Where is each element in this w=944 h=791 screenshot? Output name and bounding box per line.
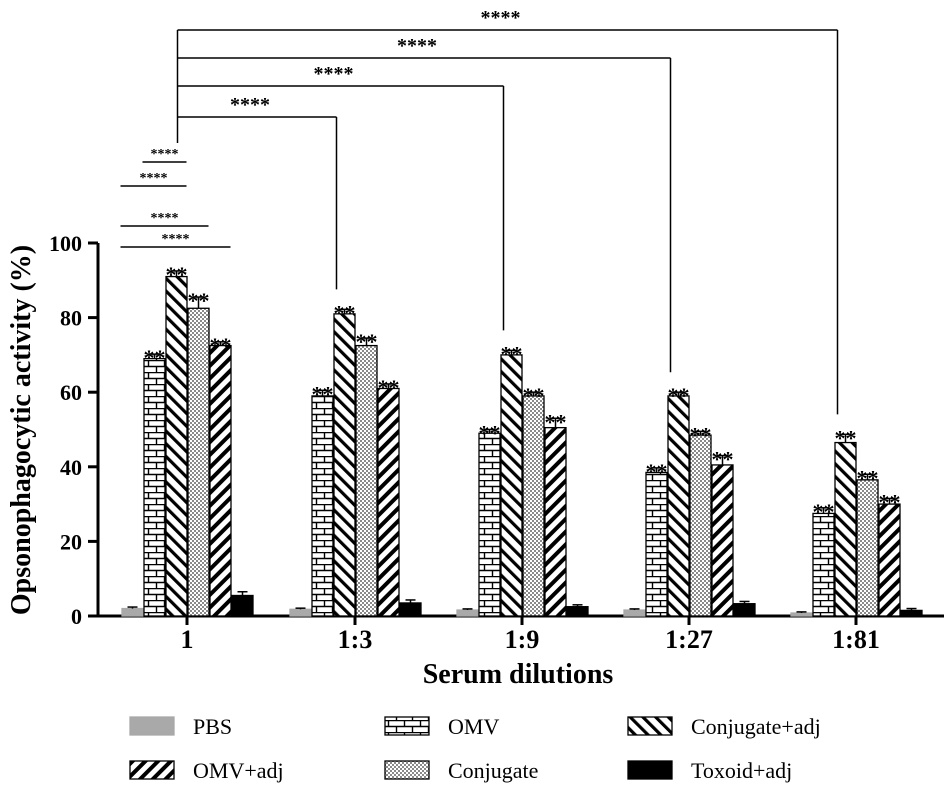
error-bars — [127, 270, 917, 614]
x-tick-label: 1:81 — [832, 625, 880, 654]
x-tick-label: 1 — [181, 625, 194, 654]
y-tick-label: 60 — [60, 380, 82, 405]
legend-label: OMV — [448, 714, 499, 739]
bar — [834, 441, 857, 617]
x-axis-title: Serum dilutions — [423, 659, 614, 690]
bar — [667, 395, 690, 617]
bar — [355, 344, 378, 617]
legend-label: Conjugate+adj — [691, 714, 821, 739]
legend-swatch — [384, 760, 430, 780]
bracket-label: **** — [314, 63, 354, 85]
legend-label: Toxoid+adj — [691, 758, 792, 783]
significance-marker: ** — [523, 383, 545, 408]
significance-marker: ** — [166, 262, 188, 287]
legend: PBS OMV Conjugate+adj OMV+adj Conjugate Toxoi… — [129, 714, 821, 783]
bar — [500, 354, 523, 617]
bar — [478, 432, 501, 617]
y-axis-title: Opsonophagocytic activity (%) — [6, 245, 37, 615]
bar — [165, 275, 188, 617]
significance-marker: ** — [857, 465, 879, 490]
y-tick-label: 20 — [60, 529, 82, 554]
bar — [900, 609, 923, 617]
significance-marker: ** — [545, 409, 567, 434]
bar — [645, 471, 668, 617]
bar — [456, 609, 479, 617]
bar — [121, 607, 144, 617]
significance-marker: ** — [144, 345, 166, 370]
significance-marker: ** — [188, 288, 210, 313]
bar — [566, 606, 589, 617]
bracket-label: **** — [397, 35, 437, 57]
bar — [209, 344, 232, 617]
bar — [711, 464, 734, 617]
bar — [856, 479, 879, 617]
significance-marker: ** — [210, 333, 232, 358]
y-tick-label: 0 — [71, 604, 82, 629]
bar — [689, 434, 712, 617]
significance-marker: ** — [668, 383, 690, 408]
bracket-label: **** — [151, 147, 179, 162]
significance-marker: ** — [334, 300, 356, 325]
x-ticks: 1 1:3 1:9 1:27 1:81 — [181, 616, 880, 654]
bar — [231, 594, 254, 617]
significance-marker: ** — [712, 447, 734, 472]
bar — [544, 426, 567, 617]
x-tick-label: 1:9 — [505, 625, 540, 654]
bar — [333, 313, 356, 617]
significance-marker: ** — [690, 422, 712, 447]
bar — [878, 503, 901, 617]
bar — [522, 395, 545, 617]
significance-marker: ** — [879, 490, 901, 515]
y-tick-label: 80 — [60, 306, 82, 331]
bar — [377, 387, 400, 617]
bar — [289, 608, 312, 617]
y-tick-label: 40 — [60, 455, 82, 480]
bar — [733, 603, 756, 617]
bars — [121, 275, 923, 617]
bar — [399, 602, 422, 617]
legend-swatch — [129, 760, 175, 780]
legend-swatch — [129, 716, 175, 736]
significance-marker: ** — [835, 425, 857, 450]
significance-brackets: ******************************** — [120, 7, 839, 415]
legend-label: OMV+adj — [193, 758, 284, 783]
legend-swatch — [627, 760, 673, 780]
x-tick-label: 1:3 — [338, 625, 373, 654]
bracket-label: **** — [230, 94, 270, 116]
bracket-label: **** — [162, 232, 190, 247]
significance-marker: ** — [479, 421, 501, 446]
significance-marker: ** — [646, 459, 668, 484]
y-ticks: 0 20 40 60 80 100 — [49, 231, 98, 629]
significance-marker: ** — [356, 329, 378, 354]
significance-marker: ** — [312, 381, 334, 406]
significance-marker: ** — [501, 341, 523, 366]
significance-marker: ** — [813, 499, 835, 524]
legend-label: PBS — [193, 714, 232, 739]
bracket-label: **** — [140, 171, 168, 186]
legend-swatch — [627, 716, 673, 736]
bar — [812, 512, 835, 617]
legend-swatch — [384, 716, 430, 736]
bar — [311, 395, 334, 617]
bar — [790, 612, 813, 617]
significance-marker: ** — [378, 375, 400, 400]
bar — [187, 307, 210, 617]
y-tick-label: 100 — [49, 231, 82, 256]
significance-markers: **************************************** — [144, 262, 901, 524]
x-tick-label: 1:27 — [665, 625, 713, 654]
bracket-label: **** — [151, 211, 179, 226]
bar — [623, 609, 646, 617]
bar — [143, 357, 166, 617]
bracket-label: **** — [481, 7, 521, 29]
legend-label: Conjugate — [448, 758, 538, 783]
